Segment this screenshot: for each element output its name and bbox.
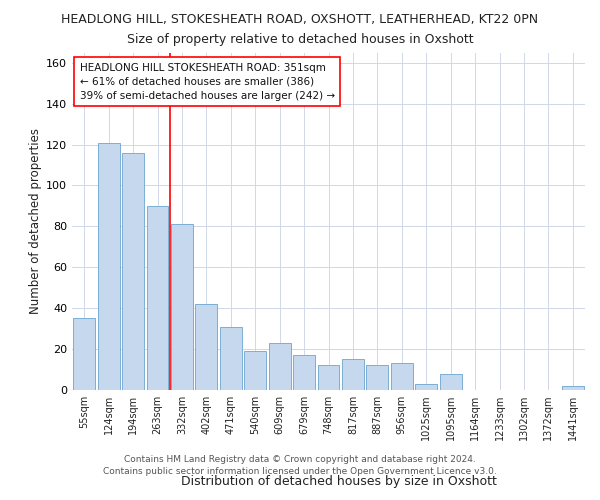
Bar <box>342 360 364 390</box>
Bar <box>73 318 95 390</box>
Text: HEADLONG HILL, STOKESHEATH ROAD, OXSHOTT, LEATHERHEAD, KT22 0PN: HEADLONG HILL, STOKESHEATH ROAD, OXSHOTT… <box>61 12 539 26</box>
Bar <box>244 351 266 390</box>
Text: Size of property relative to detached houses in Oxshott: Size of property relative to detached ho… <box>127 32 473 46</box>
Bar <box>440 374 461 390</box>
Text: Contains public sector information licensed under the Open Government Licence v3: Contains public sector information licen… <box>103 467 497 476</box>
Text: HEADLONG HILL STOKESHEATH ROAD: 351sqm
← 61% of detached houses are smaller (386: HEADLONG HILL STOKESHEATH ROAD: 351sqm ←… <box>80 62 335 100</box>
Bar <box>415 384 437 390</box>
Bar <box>269 343 290 390</box>
Bar <box>391 364 413 390</box>
Bar <box>220 326 242 390</box>
Bar <box>171 224 193 390</box>
Bar <box>562 386 584 390</box>
Text: Contains HM Land Registry data © Crown copyright and database right 2024.: Contains HM Land Registry data © Crown c… <box>124 455 476 464</box>
Bar <box>122 152 144 390</box>
Bar <box>367 366 388 390</box>
Y-axis label: Number of detached properties: Number of detached properties <box>29 128 42 314</box>
Bar <box>98 142 119 390</box>
Text: Distribution of detached houses by size in Oxshott: Distribution of detached houses by size … <box>181 474 497 488</box>
Bar <box>146 206 169 390</box>
Bar <box>317 366 340 390</box>
Bar <box>293 355 315 390</box>
Bar <box>196 304 217 390</box>
